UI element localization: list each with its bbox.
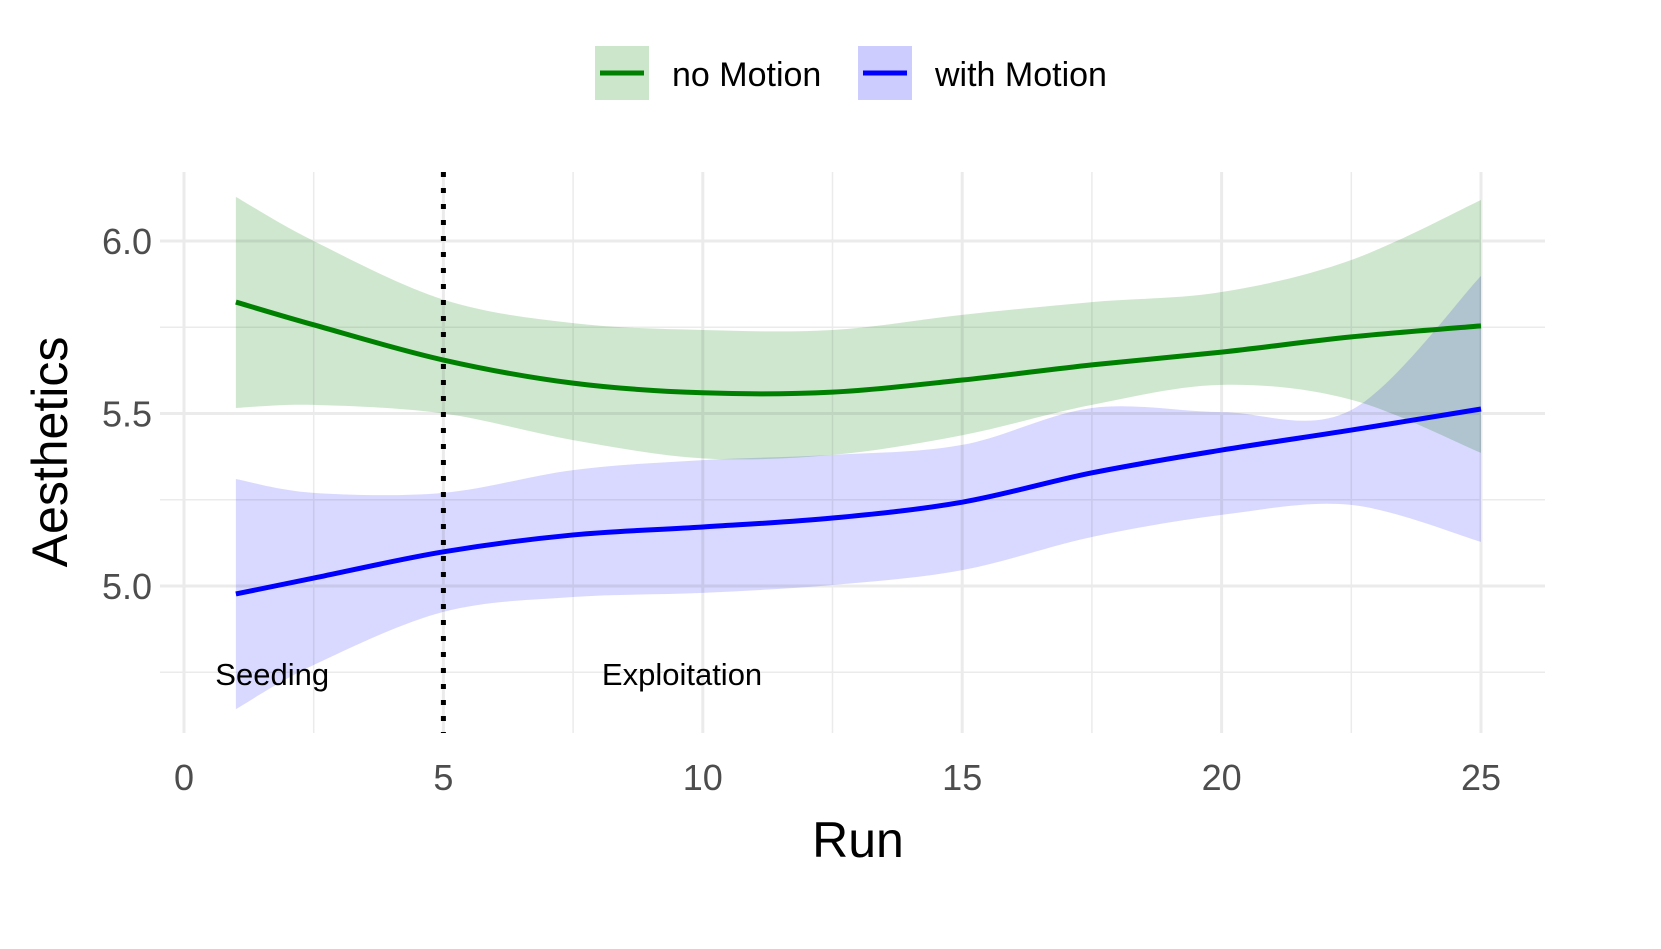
x-tick-label: 25 [1461,757,1501,798]
x-tick-label: 20 [1202,757,1242,798]
y-tick-label: 6.0 [102,221,152,262]
y-tick-label: 5.0 [102,566,152,607]
series-line-no-motion [235,299,1482,397]
y-axis-ticks: 5.0 5.5 6.0 [102,221,152,607]
legend-label: with Motion [934,56,1107,94]
confidence-band-no-motion [235,196,1481,460]
series-lines [235,299,1482,597]
x-axis-title: Run [812,812,904,868]
y-axis-title: Aesthetics [22,337,78,568]
x-axis-ticks: 0 5 10 15 20 25 [174,757,1501,798]
confidence-band-with-motion [235,275,1481,710]
confidence-bands [235,196,1481,710]
series-line-with-motion [235,406,1482,597]
x-tick-label: 10 [683,757,723,798]
legend-label: no Motion [672,56,821,94]
annotation-label: Seeding [215,657,329,692]
y-tick-label: 5.5 [102,394,152,435]
x-tick-label: 0 [174,757,194,798]
x-tick-label: 5 [433,757,453,798]
legend: no Motion with Motion [595,46,1107,100]
x-tick-label: 15 [942,757,982,798]
annotations: Seeding Exploitation [215,657,762,692]
annotation-label: Exploitation [602,657,762,692]
